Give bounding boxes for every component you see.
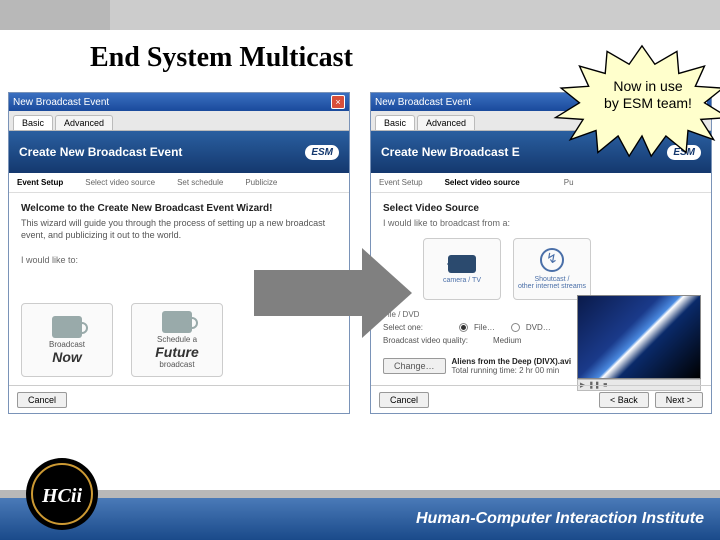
step-4: Publicize — [245, 178, 277, 187]
step-1: Event Setup — [379, 178, 423, 187]
prompt: I would like to broadcast from a: — [383, 218, 699, 228]
button-row: Cancel — [9, 385, 349, 413]
footer: Human-Computer Interaction Institute — [0, 490, 720, 540]
quality-value: Medium — [493, 336, 521, 345]
tabstrip: Basic Advanced — [9, 111, 349, 131]
esm-logo: ESM — [305, 145, 339, 160]
footer-divider — [0, 490, 720, 498]
close-icon[interactable]: × — [331, 95, 345, 109]
topbar-dark — [0, 0, 110, 30]
footer-bar: Human-Computer Interaction Institute — [0, 498, 720, 540]
opt1-small: Broadcast — [49, 340, 85, 349]
svg-text:HCii: HCii — [41, 485, 82, 507]
welcome-text: This wizard will guide you through the p… — [21, 218, 337, 241]
tab-advanced[interactable]: Advanced — [55, 115, 113, 130]
shoutcast-icon — [540, 248, 564, 272]
step-3: Set schedule — [177, 178, 223, 187]
footer-text: Human-Computer Interaction Institute — [416, 510, 704, 528]
welcome-heading: Welcome to the Create New Broadcast Even… — [21, 203, 337, 214]
radio-dvd[interactable] — [511, 323, 520, 332]
arrow-icon — [254, 248, 412, 338]
step-2: Select video source — [445, 178, 520, 187]
titlebar-left: New Broadcast Event × — [9, 93, 349, 111]
cancel-button[interactable]: Cancel — [17, 392, 67, 408]
src2-label: Shoutcast / — [534, 276, 569, 283]
src1-label: camera / TV — [443, 277, 481, 284]
dialog-header: Create New Broadcast Event ESM — [9, 131, 349, 173]
opt1-big: Now — [52, 349, 82, 365]
step-2: Select video source — [85, 178, 155, 187]
window-title: New Broadcast Event — [13, 97, 109, 108]
tab-basic[interactable]: Basic — [13, 115, 53, 130]
button-row: Cancel < Back Next > — [371, 385, 711, 413]
opt2-sub: broadcast — [159, 360, 194, 369]
step-1: Event Setup — [17, 178, 63, 187]
option-broadcast-now[interactable]: Broadcast Now — [21, 303, 113, 377]
video-preview — [577, 295, 701, 379]
change-button[interactable]: Change… — [383, 358, 446, 374]
window-title: New Broadcast Event — [375, 97, 471, 108]
radio-file-label: File… — [474, 323, 495, 332]
tab-advanced[interactable]: Advanced — [417, 115, 475, 130]
source-heading: Select Video Source — [383, 203, 699, 214]
step-4: Pu — [564, 178, 574, 187]
dialog-body: Select Video Source I would like to broa… — [371, 193, 711, 389]
source-camera[interactable]: camera / TV — [423, 238, 501, 300]
radio-dvd-label: DVD… — [526, 323, 551, 332]
option-schedule-future[interactable]: Schedule a Future broadcast — [131, 303, 223, 377]
burst-line1: Now in use — [613, 78, 682, 94]
wizard-steps: Event Setup Select video source Pu — [371, 173, 711, 193]
cancel-button[interactable]: Cancel — [379, 392, 429, 408]
burst-text: Now in use by ESM team! — [582, 78, 714, 112]
source-boxes: camera / TV Shoutcast / other internet s… — [423, 238, 699, 300]
opt2-small: Schedule a — [157, 335, 197, 344]
radio-file[interactable] — [459, 323, 468, 332]
next-button[interactable]: Next > — [655, 392, 703, 408]
file-name: Aliens from the Deep (DIVX).avi — [452, 357, 572, 366]
back-button[interactable]: < Back — [599, 392, 649, 408]
wizard-steps: Event Setup Select video source Set sche… — [9, 173, 349, 193]
camera-icon — [448, 255, 476, 273]
header-text: Create New Broadcast Event — [19, 145, 182, 159]
header-text: Create New Broadcast E — [381, 145, 520, 159]
source-shoutcast[interactable]: Shoutcast / other internet streams — [513, 238, 591, 300]
topbar-light — [110, 0, 720, 30]
projector-icon — [162, 311, 192, 333]
projector-icon — [52, 316, 82, 338]
opt2-big: Future — [155, 344, 199, 360]
runtime: Total running time: 2 hr 00 min — [452, 366, 572, 375]
top-bar — [0, 0, 720, 30]
hcii-logo: HCii — [22, 454, 102, 534]
burst-callout: Now in use by ESM team! — [550, 44, 720, 158]
src2-sub: other internet streams — [518, 283, 586, 290]
burst-line2: by ESM team! — [604, 95, 692, 111]
tab-basic[interactable]: Basic — [375, 115, 415, 130]
